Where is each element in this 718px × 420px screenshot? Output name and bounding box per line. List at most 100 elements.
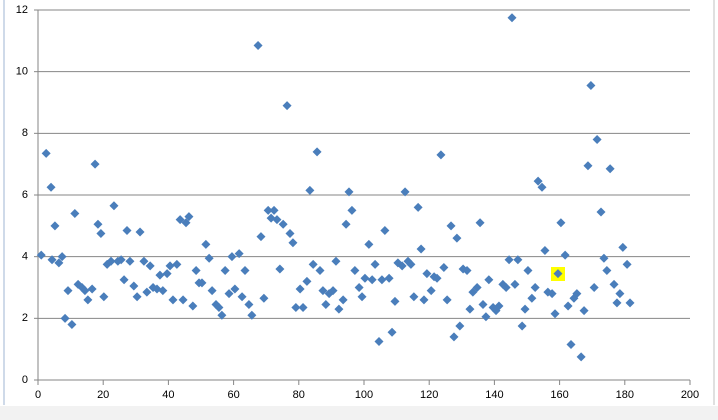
data-point (83, 295, 93, 305)
data-point (360, 273, 370, 283)
data-point (347, 205, 357, 215)
data-point (553, 269, 563, 279)
data-point (321, 299, 331, 309)
data-point (256, 232, 266, 242)
data-point (572, 289, 582, 299)
data-point (537, 182, 547, 192)
data-point (288, 238, 298, 248)
data-point (220, 266, 230, 276)
y-tick-label: 4 (22, 251, 28, 263)
data-point (547, 289, 557, 299)
data-point (419, 295, 429, 305)
data-point (592, 135, 602, 144)
x-tick-label: 40 (162, 389, 174, 401)
data-point (318, 286, 328, 296)
data-point (583, 161, 593, 171)
data-point (338, 295, 348, 305)
data-point (36, 250, 46, 260)
data-point (217, 310, 227, 320)
data-point (517, 321, 527, 331)
sheet-strip (0, 406, 718, 420)
x-tick-label: 20 (97, 389, 109, 401)
data-point (481, 312, 491, 322)
data-point (315, 266, 325, 276)
data-point (54, 258, 64, 268)
data-point (478, 299, 488, 309)
data-point (139, 256, 149, 266)
data-point (155, 270, 165, 280)
data-point (520, 304, 530, 314)
data-point (259, 293, 269, 303)
data-point (70, 209, 80, 218)
data-point (230, 284, 240, 294)
data-point (484, 275, 494, 285)
data-point (41, 148, 51, 158)
data-point (162, 269, 172, 279)
data-point (400, 187, 410, 197)
data-point (109, 201, 119, 211)
data-point (224, 289, 234, 299)
y-tick-label: 10 (16, 66, 28, 78)
data-point (377, 275, 387, 285)
y-tick-label: 0 (22, 374, 28, 386)
data-point (214, 303, 224, 313)
data-point (47, 255, 57, 265)
data-point (93, 219, 103, 229)
y-tick-label: 12 (16, 4, 28, 16)
data-point (132, 292, 142, 302)
data-point (449, 332, 459, 342)
data-point (207, 286, 217, 296)
data-point (422, 269, 432, 279)
data-point (106, 256, 116, 266)
x-tick-label: 100 (355, 389, 373, 401)
data-point (165, 261, 175, 271)
data-point (560, 250, 570, 260)
x-tick-label: 80 (293, 389, 305, 401)
data-point (188, 301, 198, 311)
data-point (96, 229, 106, 239)
data-point (357, 292, 367, 302)
data-point (350, 266, 360, 276)
data-point (135, 227, 145, 237)
data-point (116, 255, 126, 265)
data-point (272, 215, 282, 225)
data-point (50, 221, 60, 231)
x-tick-label: 140 (485, 389, 503, 401)
data-point (501, 283, 511, 292)
data-point (285, 229, 295, 239)
data-point (240, 266, 250, 276)
data-point (125, 256, 135, 266)
data-point (197, 278, 207, 288)
data-point (63, 286, 73, 296)
data-point (227, 252, 237, 262)
data-point (145, 261, 155, 271)
data-point (291, 303, 301, 313)
data-point (397, 261, 407, 271)
x-tick-label: 120 (420, 389, 438, 401)
data-point (413, 202, 423, 212)
data-point (432, 273, 442, 283)
data-point (465, 304, 475, 314)
x-tick-label: 200 (681, 389, 699, 401)
data-point (172, 259, 182, 269)
data-point (612, 298, 622, 308)
data-point (589, 283, 599, 292)
data-point (390, 296, 400, 306)
data-point (586, 81, 596, 91)
x-tick-label: 180 (616, 389, 634, 401)
data-point (168, 295, 178, 305)
data-point (406, 259, 416, 269)
data-point (436, 150, 446, 160)
data-point (556, 218, 566, 228)
data-point (184, 212, 194, 222)
data-point (504, 255, 514, 265)
data-point (452, 233, 462, 243)
data-point (275, 264, 285, 274)
data-point (67, 320, 77, 329)
data-point (579, 306, 589, 316)
data-point (550, 309, 560, 319)
x-tick-label: 160 (550, 389, 568, 401)
y-tick-label: 2 (22, 312, 28, 324)
